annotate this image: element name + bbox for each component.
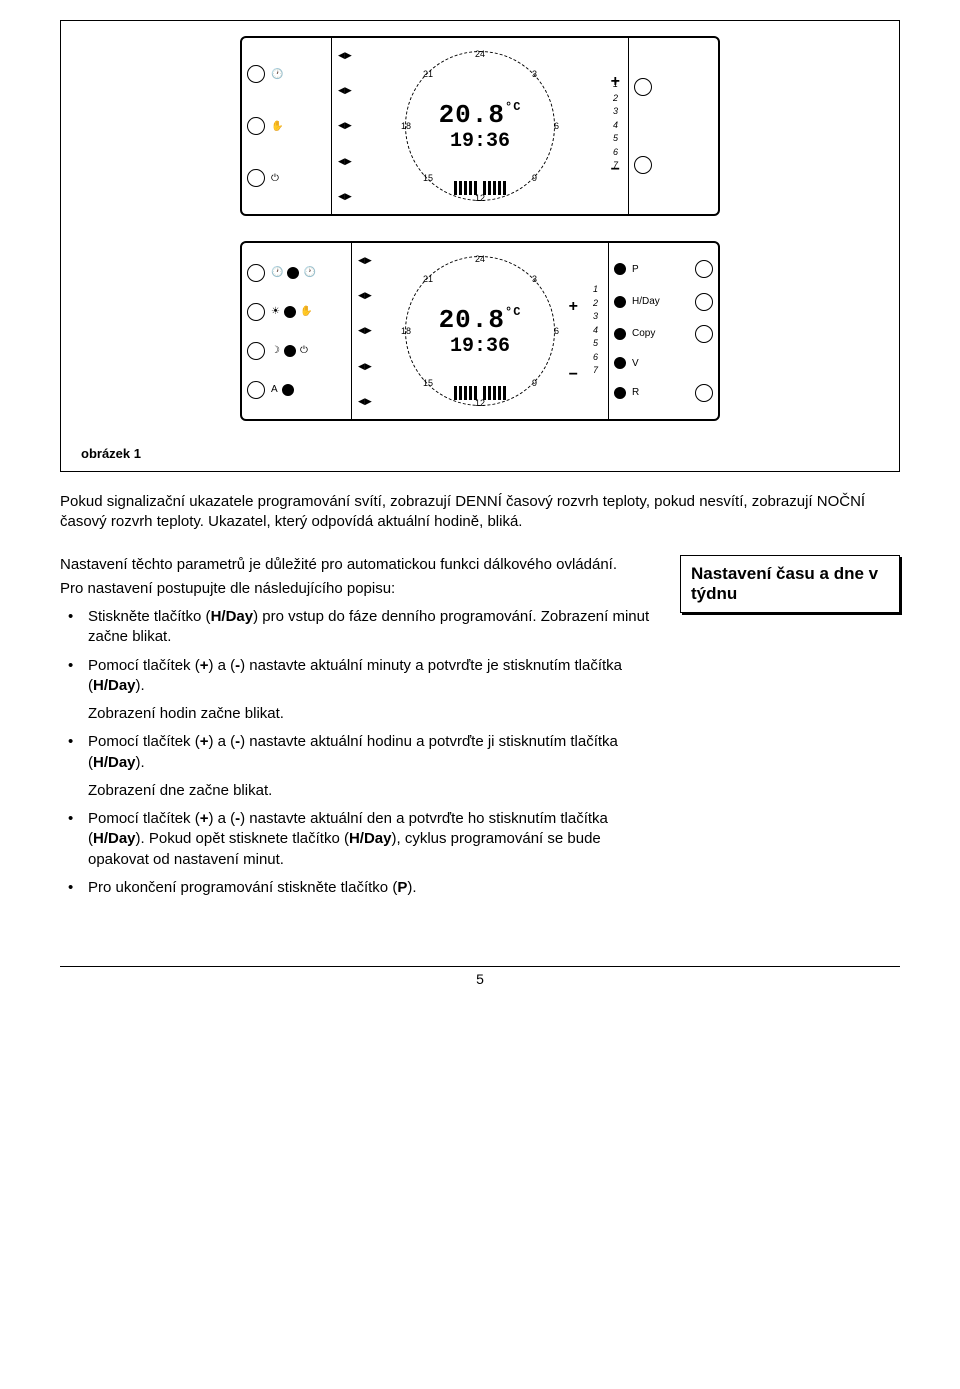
dial-num: 9	[532, 173, 537, 183]
plus-button	[634, 78, 652, 96]
page-number: 5	[60, 966, 900, 987]
temperature-display: 20.8°C	[439, 100, 522, 130]
list-item: Pomocí tlačítek (+) a (-) nastavte aktuá…	[60, 732, 650, 773]
power-icon: ⏻	[300, 345, 308, 357]
arrow-column-left: ◀▶◀▶◀▶◀▶◀▶	[358, 243, 372, 419]
instruction-list: Pomocí tlačítek (+) a (-) nastavte aktuá…	[60, 809, 650, 898]
label-hday: H/Day	[632, 296, 660, 307]
dial-num: 21	[423, 274, 433, 284]
hand-icon: ✋	[300, 306, 312, 318]
center-display: 24 3 6 9 12 15 18 21 20.8°C 19:36 1 2 3 …	[352, 243, 608, 419]
dot	[282, 384, 294, 396]
program-bars	[454, 386, 506, 400]
plus-icon: +	[569, 298, 578, 316]
center-display: 24 3 6 9 12 15 18 21 20.8°C 19:36 1 2 3 …	[332, 38, 628, 214]
dial-num: 15	[423, 173, 433, 183]
sub-text: Zobrazení dne začne blikat.	[88, 781, 650, 801]
content-columns: Nastavení těchto parametrů je důležité p…	[60, 555, 900, 907]
list-item: Stiskněte tlačítko (H/Day) pro vstup do …	[60, 607, 650, 648]
clock-icon: 🕐	[303, 267, 315, 279]
list-item: Pomocí tlačítek (+) a (-) nastavte aktuá…	[60, 809, 650, 870]
btn	[695, 260, 713, 278]
btn	[247, 264, 265, 282]
list-item: Pomocí tlačítek (+) a (-) nastavte aktuá…	[60, 656, 650, 697]
dial-num: 6	[554, 121, 559, 131]
dot	[614, 263, 626, 275]
dial-num: 15	[423, 378, 433, 388]
dot	[614, 387, 626, 399]
sidebar-heading: Nastavení času a dne v týdnu	[680, 555, 900, 614]
label-r: R	[632, 387, 639, 398]
dot	[614, 328, 626, 340]
time-display: 19:36	[450, 130, 510, 153]
mode-button	[247, 169, 265, 187]
left-panel-open: 🕐 🕐 ☀ ✋ ☽ ⏻ A	[242, 243, 352, 419]
dial: 24 3 6 9 12 15 18 21 20.8°C 19:36	[405, 256, 555, 406]
list-item: Pro ukončení programování stiskněte tlač…	[60, 878, 650, 898]
dial-num: 3	[532, 69, 537, 79]
btn	[247, 303, 265, 321]
moon-icon: ☽	[271, 345, 280, 357]
thermostat-device-open: 🕐 🕐 ☀ ✋ ☽ ⏻ A 24 3 6 9 12 15 18 21 20.8°C 1…	[240, 241, 720, 421]
dial-num: 9	[532, 378, 537, 388]
mode-button	[247, 117, 265, 135]
days-column: 1 2 3 4 5 6 7	[613, 78, 618, 173]
intro-paragraph: Pokud signalizační ukazatele programován…	[60, 492, 900, 533]
btn	[695, 325, 713, 343]
figure-caption: obrázek 1	[81, 446, 879, 461]
right-panel	[628, 38, 718, 214]
label-v: V	[632, 358, 639, 369]
dial-num: 24	[475, 254, 485, 264]
sub-text: Zobrazení hodin začne blikat.	[88, 704, 650, 724]
label-copy: Copy	[632, 328, 655, 339]
btn	[695, 293, 713, 311]
dot	[614, 357, 626, 369]
temperature-display: 20.8°C	[439, 305, 522, 335]
clock-icon: 🕐	[271, 267, 283, 279]
dial-num: 21	[423, 69, 433, 79]
mode-button	[247, 65, 265, 83]
dial-num: 18	[401, 326, 411, 336]
days-column: 1 2 3 4 5 6 7	[593, 283, 598, 378]
minus-icon: −	[611, 161, 620, 179]
dot	[284, 306, 296, 318]
dot	[284, 345, 296, 357]
hand-icon: ✋	[271, 121, 283, 132]
power-icon: ⏻	[271, 173, 279, 184]
dial: 24 3 6 9 12 15 18 21 20.8°C 19:36	[405, 51, 555, 201]
minus-button	[634, 156, 652, 174]
lead-text-1: Nastavení těchto parametrů je důležité p…	[60, 555, 650, 575]
sun-icon: ☀	[271, 306, 280, 318]
figure-container: 🕐 ✋ ⏻ 24 3 6 9 12 15 18 21 20.8°C 19:36 …	[60, 20, 900, 472]
btn	[247, 342, 265, 360]
clock-icon: 🕐	[271, 69, 283, 80]
label-p: P	[632, 264, 639, 275]
plus-icon: +	[611, 73, 620, 91]
label-a: A	[271, 384, 278, 396]
dial-num: 18	[401, 121, 411, 131]
left-panel: 🕐 ✋ ⏻	[242, 38, 332, 214]
lead-text-2: Pro nastavení postupujte dle následující…	[60, 579, 650, 599]
instruction-list: Stiskněte tlačítko (H/Day) pro vstup do …	[60, 607, 650, 696]
dot	[614, 296, 626, 308]
dial-num: 6	[554, 326, 559, 336]
arrow-column-left: ◀▶◀▶◀▶◀▶◀▶	[338, 38, 352, 214]
program-bars	[454, 181, 506, 195]
btn	[247, 381, 265, 399]
btn	[695, 384, 713, 402]
dial-num: 24	[475, 49, 485, 59]
thermostat-device-closed: 🕐 ✋ ⏻ 24 3 6 9 12 15 18 21 20.8°C 19:36 …	[240, 36, 720, 216]
minus-icon: −	[569, 366, 578, 384]
dial-num: 3	[532, 274, 537, 284]
dot	[287, 267, 299, 279]
instructions-column: Nastavení těchto parametrů je důležité p…	[60, 555, 650, 907]
right-panel-open: P H/Day Copy V R	[608, 243, 718, 419]
time-display: 19:36	[450, 335, 510, 358]
instruction-list: Pomocí tlačítek (+) a (-) nastavte aktuá…	[60, 732, 650, 773]
